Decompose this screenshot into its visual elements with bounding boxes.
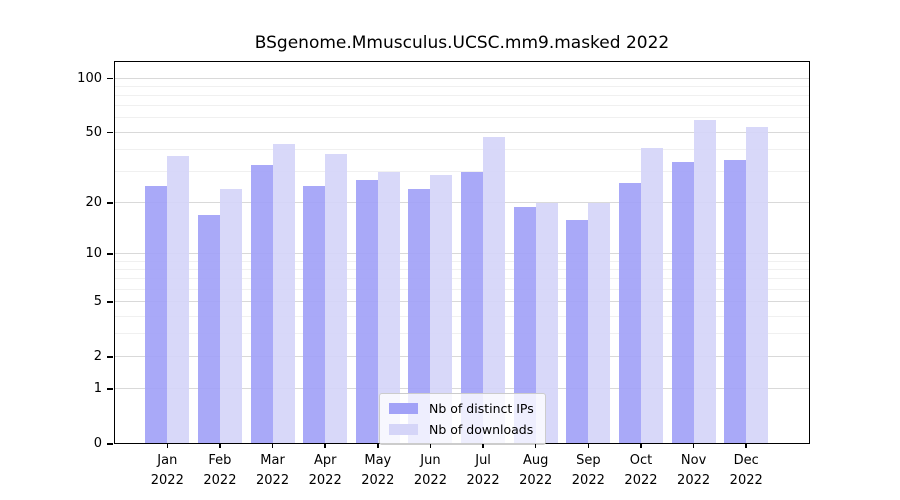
legend: Nb of distinct IPs Nb of downloads (379, 393, 546, 445)
y-tick-label: 20 (85, 195, 102, 211)
gridline-minor (114, 148, 810, 150)
y-tick-label: 10 (85, 246, 102, 262)
x-tick-mark (745, 444, 747, 448)
x-tick-label-dec: Dec 2022 (729, 453, 763, 489)
bar-downloads-dec (746, 126, 769, 444)
bar-downloads-feb (219, 189, 242, 444)
legend-item-downloads: Nb of downloads (389, 422, 534, 437)
legend-label-distinct-ips: Nb of distinct IPs (429, 401, 534, 416)
y-tick-mark (107, 356, 113, 358)
bar-distinct-ips-jun (408, 189, 431, 444)
y-tick-mark (107, 253, 113, 255)
y-tick-label: 5 (93, 294, 102, 310)
bar-distinct-ips-dec (724, 160, 747, 444)
bar-downloads-jul (483, 137, 506, 444)
y-tick-label: 0 (93, 436, 102, 452)
y-tick-mark (107, 301, 113, 303)
bar-downloads-jan (167, 155, 190, 444)
x-tick-mark (482, 444, 484, 448)
bar-downloads-oct (640, 148, 663, 444)
x-tick-label-jan: Jan 2022 (150, 453, 184, 489)
legend-label-downloads: Nb of downloads (429, 422, 534, 437)
gridline-major (114, 131, 810, 133)
bar-distinct-ips-sep (566, 219, 589, 444)
y-tick-mark (107, 77, 113, 80)
x-tick-mark (534, 444, 537, 448)
x-tick-mark (271, 444, 274, 448)
bar-distinct-ips-jul (461, 172, 484, 444)
x-tick-label-apr: Apr 2022 (308, 453, 342, 489)
x-tick-label-jun: Jun 2022 (413, 453, 447, 489)
y-tick-mark (107, 202, 113, 204)
x-tick-mark (377, 444, 379, 448)
gridline-minor (114, 105, 810, 107)
x-tick-label-jul: Jul 2022 (466, 453, 500, 489)
bar-distinct-ips-mar (250, 164, 273, 444)
y-tick-label: 100 (77, 70, 102, 86)
x-tick-label-feb: Feb 2022 (203, 453, 237, 489)
x-tick-label-mar: Mar 2022 (256, 453, 290, 489)
bar-downloads-aug (535, 202, 558, 444)
bar-distinct-ips-nov (671, 162, 694, 444)
bar-downloads-nov (693, 119, 716, 444)
y-tick-mark (107, 388, 113, 390)
legend-item-distinct-ips: Nb of distinct IPs (389, 401, 534, 416)
gridline-minor (114, 85, 810, 87)
x-tick-label-nov: Nov 2022 (677, 453, 711, 489)
bar-downloads-mar (272, 144, 295, 444)
x-tick-label-oct: Oct 2022 (624, 453, 658, 489)
bar-distinct-ips-may (355, 180, 378, 444)
y-tick-label: 1 (93, 381, 102, 397)
x-tick-label-aug: Aug 2022 (519, 453, 553, 489)
bar-distinct-ips-apr (303, 185, 326, 444)
x-tick-mark (587, 444, 590, 448)
bar-distinct-ips-aug (513, 206, 536, 444)
x-tick-mark (692, 444, 695, 448)
bar-distinct-ips-oct (618, 183, 641, 444)
x-tick-mark (324, 444, 326, 448)
gridline-major (114, 77, 810, 79)
legend-swatch-distinct-ips (389, 403, 418, 414)
bar-downloads-apr (325, 153, 348, 444)
y-tick-label: 2 (93, 349, 102, 365)
y-tick-label: 50 (85, 124, 102, 140)
legend-swatch-downloads (389, 424, 418, 435)
y-tick-mark (107, 131, 113, 134)
gridline-minor (114, 171, 810, 173)
bar-distinct-ips-jan (145, 185, 168, 444)
x-tick-mark (429, 444, 432, 448)
x-tick-mark (166, 444, 169, 448)
bar-downloads-may (377, 172, 400, 444)
x-tick-label-may: May 2022 (361, 453, 395, 489)
gridline-minor (114, 117, 810, 119)
x-tick-label-sep: Sep 2022 (571, 453, 605, 489)
bar-distinct-ips-feb (197, 215, 220, 444)
gridline-minor (114, 95, 810, 96)
bar-downloads-jun (430, 174, 453, 444)
plot-area: Nb of distinct IPs Nb of downloads (114, 61, 810, 445)
bar-downloads-sep (588, 202, 611, 444)
x-tick-mark (640, 444, 642, 448)
chart-title: BSgenome.Mmusculus.UCSC.mm9.masked 2022 (254, 33, 670, 53)
y-tick-mark (107, 443, 113, 445)
x-tick-mark (219, 444, 221, 448)
